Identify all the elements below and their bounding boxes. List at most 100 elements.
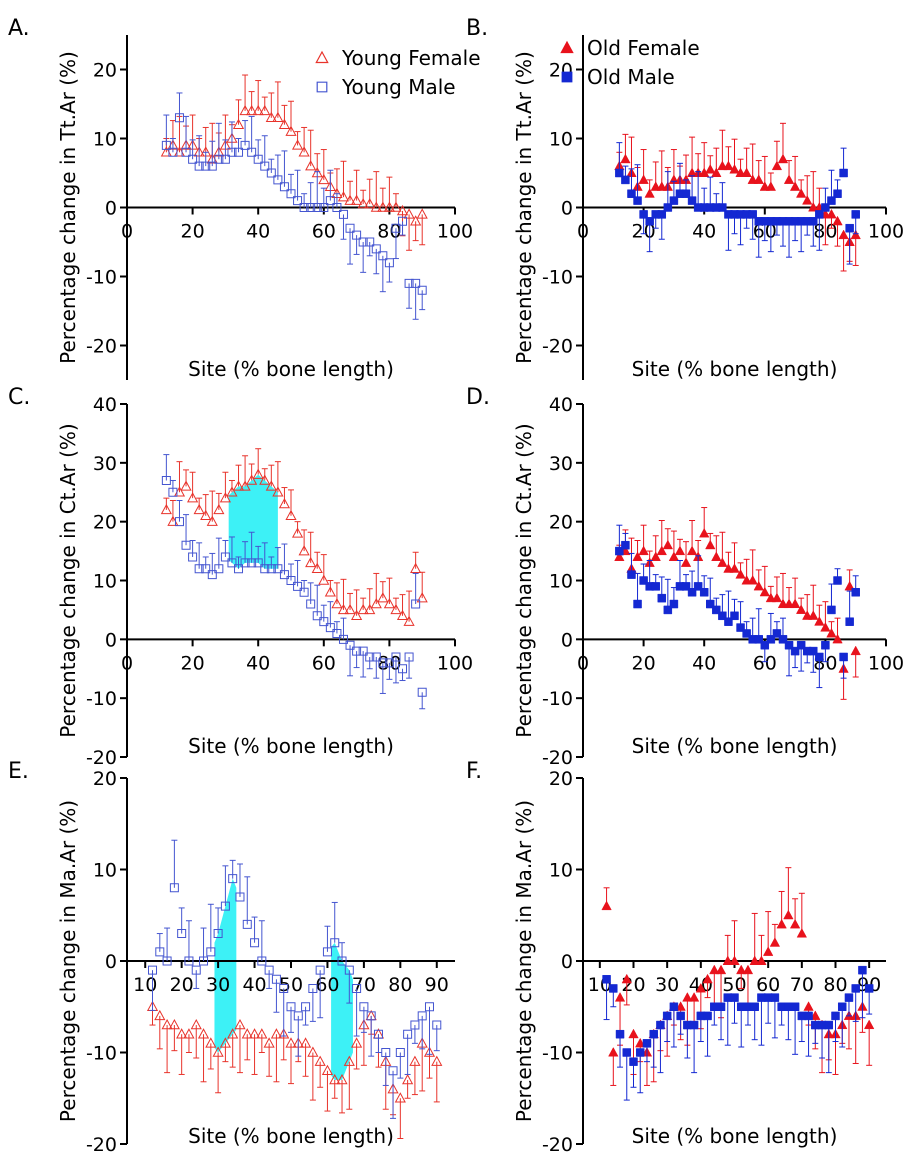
data-point [285,1037,297,1048]
data-point [214,564,224,574]
data-point [686,545,698,556]
data-point [220,901,230,911]
y-tick-label: 10 [93,860,117,882]
data-point [615,1029,625,1039]
data-point [669,1002,679,1011]
data-point [201,564,211,574]
data-point [293,1011,303,1021]
data-point [656,1020,665,1030]
data-point [416,592,428,603]
y-tick-label: 0 [105,198,117,220]
shaded-region [228,474,278,569]
x-tick-label: 20 [170,974,194,996]
data-point [657,593,667,603]
data-point [423,1046,436,1057]
data-point [789,181,801,191]
data-point [220,552,230,562]
legend: Young Female Young Male [315,46,481,99]
y-tick-label: 20 [93,768,117,790]
data-point [331,597,343,609]
data-point [770,993,780,1002]
legend-entry: Young Female [341,46,481,70]
series-young-male [161,454,427,710]
data-point [424,1002,434,1012]
data-point [315,965,325,975]
data-point [824,1020,834,1030]
data-point [161,140,171,150]
data-point [844,580,855,591]
data-point [644,188,655,198]
data-point [403,208,415,219]
x-tick-label: 100 [868,652,904,674]
data-point [160,503,172,515]
data-point [364,198,376,209]
data-point [810,1010,821,1020]
data-point [266,168,276,178]
data-point [632,551,643,561]
data-point [181,540,191,550]
y-tick-label: -20 [542,336,573,358]
data-point [325,196,335,206]
x-tick-label: 30 [206,974,230,996]
data-point [669,599,679,609]
data-point [833,576,842,585]
data-point [234,1019,246,1030]
series-young-female [160,448,428,626]
data-point [270,1028,283,1039]
data-point [259,474,271,485]
data-point [396,204,409,216]
data-point [717,557,728,567]
data-point [364,603,376,615]
y-axis-label: Percentage change in Tt.Ar (%) [56,51,80,364]
data-point [831,1011,840,1021]
data-point [742,964,754,975]
data-point [747,574,758,585]
data-point [187,492,199,503]
legend-marker [315,50,329,64]
data-point [730,993,739,1002]
panel-1: -20 -10 0 10 20 0 20 40 60 80 100 A. Percentage chan… [8,16,481,381]
x-tick-label: 0 [577,221,589,243]
x-tick-label: 100 [437,652,473,674]
data-point [200,509,212,521]
data-point [256,1028,268,1039]
shaded-region [214,878,237,1053]
y-tick-label: 10 [93,129,117,151]
data-point [808,610,819,620]
data-point [417,1011,427,1021]
data-point [352,983,362,993]
data-point [674,545,686,556]
data-point [344,965,354,975]
data-point [614,992,626,1002]
x-axis-label: Site (% bone length) [188,357,394,381]
x-tick-label: 60 [756,974,780,996]
y-tick-label: -10 [86,1043,117,1065]
data-point [219,1037,231,1048]
data-point [676,1011,685,1021]
data-point [656,545,667,556]
data-point [689,1020,699,1030]
data-point [228,874,238,884]
data-point [227,558,237,568]
panel-label: F. [466,759,482,784]
data-point [329,1073,341,1085]
data-point [273,564,283,574]
data-point [257,956,267,966]
data-point [319,617,329,627]
data-point [213,503,225,515]
data-point [213,929,223,939]
data-point [306,599,316,609]
data-point [629,1057,638,1066]
y-tick-label: 0 [105,951,117,973]
data-point [383,201,395,212]
data-point [711,551,722,561]
data-point [291,527,304,538]
data-point [680,557,692,567]
data-point [815,210,824,219]
data-point [669,196,679,205]
data-point [318,173,330,185]
data-point [318,574,330,585]
data-point [789,918,801,929]
